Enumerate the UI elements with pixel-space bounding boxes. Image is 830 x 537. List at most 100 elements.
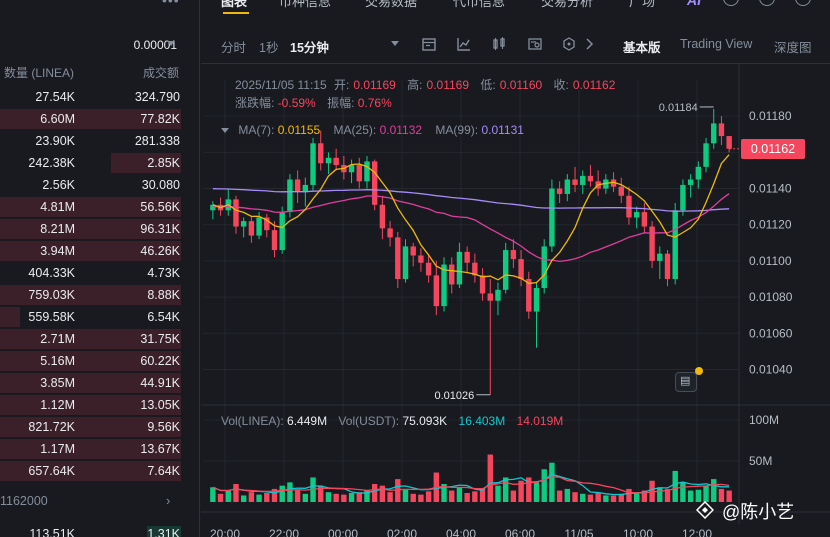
ask-amount: 6.54K: [147, 310, 180, 324]
ask-row[interactable]: 404.33K 4.73K: [0, 262, 181, 284]
chevron-down-icon[interactable]: [167, 41, 175, 46]
ask-row[interactable]: 2.71M 31.75K: [0, 328, 181, 350]
ask-row[interactable]: 1.17M 13.67K: [0, 438, 181, 460]
chart-panel: 图表 币种信息 交易数据 代币信息 交易分析 广场 AI 分时 1秒 15分钟 …: [201, 0, 830, 537]
bid-row[interactable]: 113.51K 1.31K: [0, 526, 181, 537]
more-options-icon[interactable]: •••: [162, 0, 180, 8]
ask-row[interactable]: 3.85M 44.91K: [0, 372, 181, 394]
ask-row[interactable]: 242.38K 2.85K: [0, 152, 181, 174]
binance-square-icon: [696, 501, 714, 519]
volume-bar: [240, 495, 247, 502]
low-value: 0.01160: [499, 78, 543, 92]
candle-body: [310, 143, 316, 185]
tab-trade-analysis[interactable]: 交易分析: [541, 0, 594, 9]
ask-amount: 13.67K: [140, 442, 180, 456]
ask-row[interactable]: 657.64K 7.64K: [0, 460, 181, 482]
candle-body: [364, 161, 370, 182]
notes-icon[interactable]: ▤: [680, 375, 691, 387]
chevron-down-icon[interactable]: [221, 128, 229, 134]
amplitude-label: 振幅:: [327, 96, 355, 110]
volume-bar: [302, 493, 309, 502]
ask-row[interactable]: 8.21M 96.31K: [0, 218, 181, 240]
vol-usdt-value: 75.093K: [402, 414, 448, 428]
candle-type-icon[interactable]: [491, 36, 507, 52]
ask-amount: 2.85K: [147, 156, 180, 170]
candlestick-chart[interactable]: 0.01180 0.01160 0.01140 0.01120 0.01100 0.010…: [201, 64, 830, 537]
tab-token-info[interactable]: 代币信息: [453, 0, 506, 9]
y-tick-label: 0.01080: [749, 290, 793, 304]
drawing-tools-icon[interactable]: [527, 36, 543, 52]
volume-bar: [610, 495, 617, 502]
chevron-right-icon[interactable]: [581, 36, 597, 52]
ask-row[interactable]: 4.81M 56.56K: [0, 196, 181, 218]
last-price[interactable]: 1162000: [0, 494, 48, 508]
ask-row[interactable]: 821.72K 9.56K: [0, 416, 181, 438]
ma-legend[interactable]: MA(7): 0.01155 MA(25): 0.01132 MA(99): 0…: [221, 123, 524, 137]
chevron-down-icon[interactable]: [391, 41, 399, 46]
volume-ma2-line: [212, 476, 730, 494]
tab-square[interactable]: 广场: [629, 0, 656, 9]
chart-type-basic[interactable]: 基本版: [623, 41, 661, 55]
volume-bar: [626, 488, 632, 502]
ask-amount: 4.73K: [147, 266, 180, 280]
candle-body: [294, 179, 301, 193]
vol-linea-value: 6.449M: [287, 414, 328, 428]
hexagon-icon[interactable]: [561, 36, 577, 52]
indicator-icon[interactable]: [456, 36, 472, 52]
candle-body: [356, 165, 362, 182]
close-label: 收:: [553, 78, 569, 92]
tab-trade-data[interactable]: 交易数据: [365, 0, 418, 9]
chevron-right-icon[interactable]: ›: [166, 493, 171, 508]
interval-15m[interactable]: 15分钟: [290, 41, 329, 55]
ask-row[interactable]: 6.60M 77.82K: [0, 108, 181, 130]
ask-row[interactable]: 559.58K 6.54K: [0, 306, 181, 328]
ask-row[interactable]: 23.90K 281.338: [0, 130, 181, 152]
volume-bar: [379, 485, 386, 502]
candle-body: [472, 262, 478, 276]
ask-row[interactable]: 5.16M 60.22K: [0, 350, 181, 372]
x-tick-label: 02:00: [387, 527, 417, 537]
candle-body: [418, 255, 424, 263]
ask-row[interactable]: 759.03K 8.88K: [0, 284, 181, 306]
chart-type-tradingview[interactable]: Trading View: [680, 37, 753, 51]
depth-bar: [0, 307, 20, 327]
tick-size-select[interactable]: 0.00001: [133, 38, 177, 52]
candle-body: [433, 275, 440, 307]
interval-timeline[interactable]: 分时: [221, 41, 247, 55]
candle-time: 2025/11/05 11:15: [235, 78, 327, 92]
candle-body: [649, 226, 655, 261]
volume-tick-label: 100M: [749, 413, 779, 427]
notes-button[interactable]: [675, 372, 697, 392]
ask-amount: 13.05K: [140, 398, 180, 412]
volume-bar: [633, 492, 640, 502]
candle-body: [348, 165, 355, 173]
close-value: 0.01162: [572, 78, 616, 92]
ask-row[interactable]: 3.94M 46.26K: [0, 240, 181, 262]
volume-bar: [556, 490, 563, 502]
tab-chart[interactable]: 图表: [221, 0, 248, 9]
volume-bar: [441, 484, 447, 502]
order-book: ••• 0.00001 数量 (LINEA) 成交额 27.54K 324.790…: [0, 0, 200, 537]
ma7-label: MA(7):: [238, 123, 275, 137]
y-tick-label: 0.01040: [749, 362, 793, 376]
candle-body: [664, 253, 671, 279]
volume-bar: [287, 482, 293, 502]
depth-bar: [0, 285, 181, 305]
column-header-amount: 成交额: [142, 66, 179, 80]
depth-bar: [0, 373, 181, 393]
interval-1s[interactable]: 1秒: [259, 41, 279, 55]
ask-row[interactable]: 1.12M 13.05K: [0, 394, 181, 416]
change-value: -0.59%: [277, 96, 316, 110]
ask-row[interactable]: 27.54K 324.790: [0, 86, 181, 108]
ask-row[interactable]: 2.56K 30.080: [0, 174, 181, 196]
volume-bar: [718, 488, 725, 502]
candle-body: [248, 221, 255, 236]
ai-icon[interactable]: AI: [687, 0, 701, 8]
tab-coin-info[interactable]: 币种信息: [279, 0, 332, 9]
volume-bar: [657, 487, 663, 502]
volume-bar: [348, 493, 355, 502]
depth-bar: [0, 241, 181, 261]
chart-type-depth[interactable]: 深度图: [774, 41, 812, 55]
depth-bar: [111, 153, 181, 173]
calendar-icon[interactable]: [421, 36, 437, 52]
